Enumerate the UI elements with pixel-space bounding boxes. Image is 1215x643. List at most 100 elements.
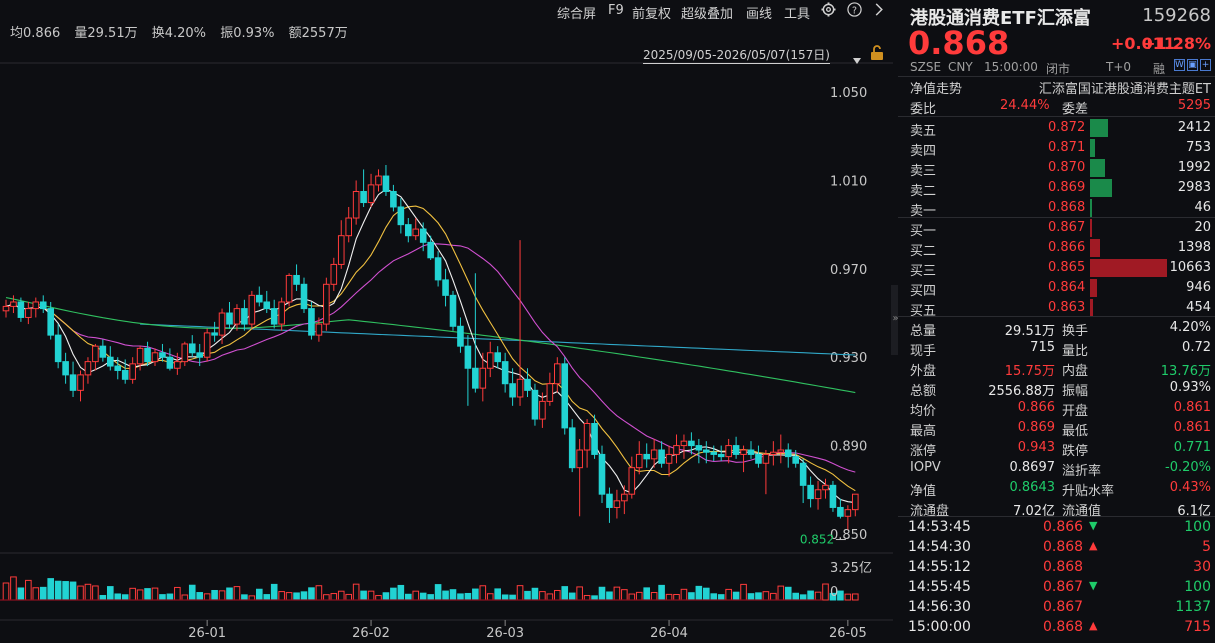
book-price: 0.872 bbox=[1048, 120, 1086, 135]
volume-bar bbox=[434, 584, 442, 601]
quote-label: 溢折率 bbox=[1062, 464, 1102, 479]
tick-time: 14:55:12 bbox=[908, 559, 971, 575]
price-tick-label: 0.890 bbox=[830, 440, 867, 455]
quote-label: IOPV bbox=[910, 460, 941, 475]
book-volume: 753 bbox=[1186, 140, 1211, 155]
volume-bar bbox=[17, 587, 25, 601]
price-change-pct: +1.28% bbox=[1142, 34, 1211, 53]
window-icon[interactable]: ▣ bbox=[1187, 59, 1198, 71]
candle-body bbox=[166, 356, 174, 369]
bid-row[interactable]: 买一 0.867 20 bbox=[898, 218, 1215, 239]
tick-row: 14:53:45 0.866 ▼ 100 bbox=[898, 518, 1215, 538]
volume-bar bbox=[241, 594, 248, 601]
lock-icon[interactable] bbox=[870, 45, 884, 65]
candle-body bbox=[732, 445, 740, 455]
volume-bar bbox=[405, 593, 412, 601]
toolbar-forward-adjust[interactable]: 前复权 bbox=[632, 7, 672, 22]
toolbar-super-overlay[interactable]: 超级叠加 bbox=[681, 7, 734, 22]
candle-body bbox=[583, 422, 591, 451]
candle-body bbox=[367, 184, 375, 204]
volume-bar bbox=[531, 587, 539, 601]
quote-label: 振幅 bbox=[1062, 384, 1089, 399]
chart-area[interactable]: 1.050 1.010 0.970 0.930 0.890 0.850 3.25亿 0 26-0… bbox=[0, 0, 893, 643]
quote-row: 最高 0.869 最低 0.861 bbox=[898, 418, 1215, 439]
volume-bar bbox=[703, 587, 710, 601]
price-tick-label: 1.010 bbox=[830, 174, 867, 189]
volume-bar bbox=[457, 593, 464, 601]
candle-body bbox=[390, 191, 397, 208]
help-icon[interactable]: ? bbox=[847, 2, 862, 21]
ask-row[interactable]: 卖三 0.870 1992 bbox=[898, 158, 1215, 179]
volume-bar bbox=[211, 589, 218, 601]
volume-bar bbox=[740, 583, 747, 601]
volume-bar bbox=[427, 594, 434, 601]
gear-icon[interactable] bbox=[821, 2, 836, 21]
volume-bar bbox=[77, 585, 84, 601]
candle-body bbox=[807, 484, 814, 500]
nav-trend-link[interactable]: 净值走势 bbox=[910, 82, 963, 97]
panel-collapse-handle[interactable]: » bbox=[891, 285, 900, 355]
volume-axis-top: 3.25亿 bbox=[830, 561, 872, 576]
plus-icon[interactable]: + bbox=[1200, 59, 1211, 71]
volume-bar bbox=[591, 595, 598, 601]
volume-bar bbox=[799, 594, 807, 601]
tick-volume: 715 bbox=[1184, 619, 1211, 635]
book-volume: 1398 bbox=[1177, 240, 1211, 255]
candle-body bbox=[844, 509, 852, 517]
bid-row[interactable]: 买二 0.866 1398 bbox=[898, 238, 1215, 259]
book-volume: 454 bbox=[1186, 300, 1211, 315]
volume-bar bbox=[345, 593, 352, 601]
volume-bar bbox=[270, 583, 278, 601]
tick-volume: 1137 bbox=[1175, 599, 1211, 615]
ask-row[interactable]: 卖四 0.871 753 bbox=[898, 138, 1215, 159]
volume-bar bbox=[837, 590, 844, 601]
book-volume: 20 bbox=[1194, 220, 1211, 235]
candle-body bbox=[852, 493, 859, 511]
candle-body bbox=[397, 206, 405, 226]
candle-body bbox=[345, 217, 352, 237]
book-level-label: 买一 bbox=[910, 224, 937, 239]
ask-row[interactable]: 卖二 0.869 2983 bbox=[898, 178, 1215, 199]
bid-row[interactable]: 买三 0.865 10663 bbox=[898, 258, 1215, 279]
triangle-down-icon[interactable] bbox=[852, 50, 862, 69]
book-volume: 2983 bbox=[1177, 180, 1211, 195]
volume-bar bbox=[747, 593, 755, 601]
quote-label: 最高 bbox=[910, 424, 937, 439]
volume-bar bbox=[196, 592, 203, 601]
tick-time: 14:56:30 bbox=[908, 599, 971, 615]
volume-bar bbox=[159, 594, 166, 601]
volume-bar bbox=[25, 579, 32, 601]
quote-row: 外盘 15.75万 内盘 13.76万 bbox=[898, 358, 1215, 379]
tick-price: 0.867 bbox=[1043, 579, 1084, 595]
candle-body bbox=[524, 378, 531, 391]
candle-body bbox=[278, 301, 285, 325]
x-axis-label: 26-01 bbox=[188, 626, 226, 641]
volume-bar bbox=[151, 587, 159, 601]
bid-row[interactable]: 买四 0.864 946 bbox=[898, 278, 1215, 299]
ask-row[interactable]: 卖一 0.868 46 bbox=[898, 198, 1215, 219]
volume-bar bbox=[732, 591, 740, 601]
bid-row[interactable]: 买五 0.863 454 bbox=[898, 298, 1215, 319]
tick-row: 14:54:30 0.868 ▲ 5 bbox=[898, 538, 1215, 558]
candle-body bbox=[121, 369, 129, 380]
avg-label: 均0.866 bbox=[10, 26, 61, 41]
book-price: 0.868 bbox=[1048, 200, 1086, 215]
toolbar-f9[interactable]: F9 bbox=[608, 3, 624, 18]
book-volume-bar bbox=[1090, 279, 1097, 297]
toolbar-draw-line[interactable]: 画线 bbox=[746, 7, 773, 22]
quote-value: 0.869 bbox=[1017, 420, 1055, 435]
chevron-right-icon[interactable] bbox=[873, 2, 885, 21]
volume-bar bbox=[650, 592, 658, 601]
divider bbox=[898, 217, 1215, 218]
toolbar-summary-screen[interactable]: 综合屏 bbox=[557, 7, 597, 22]
book-level-label: 卖一 bbox=[910, 204, 937, 219]
min-price-marker: 0.852 bbox=[800, 533, 834, 547]
ask-row[interactable]: 卖五 0.872 2412 bbox=[898, 118, 1215, 139]
candle-body bbox=[285, 274, 293, 303]
candlestick-chart[interactable]: 1.050 1.010 0.970 0.930 0.890 0.850 3.25亿 0 26-0… bbox=[0, 0, 893, 643]
toolbar-tools[interactable]: 工具 bbox=[784, 7, 811, 22]
date-range-selector[interactable]: 2025/09/05-2026/05/07(157日) bbox=[643, 48, 830, 64]
chart-icon[interactable]: W bbox=[1174, 59, 1185, 71]
candle-body bbox=[442, 279, 449, 296]
volume-bar bbox=[621, 589, 628, 601]
